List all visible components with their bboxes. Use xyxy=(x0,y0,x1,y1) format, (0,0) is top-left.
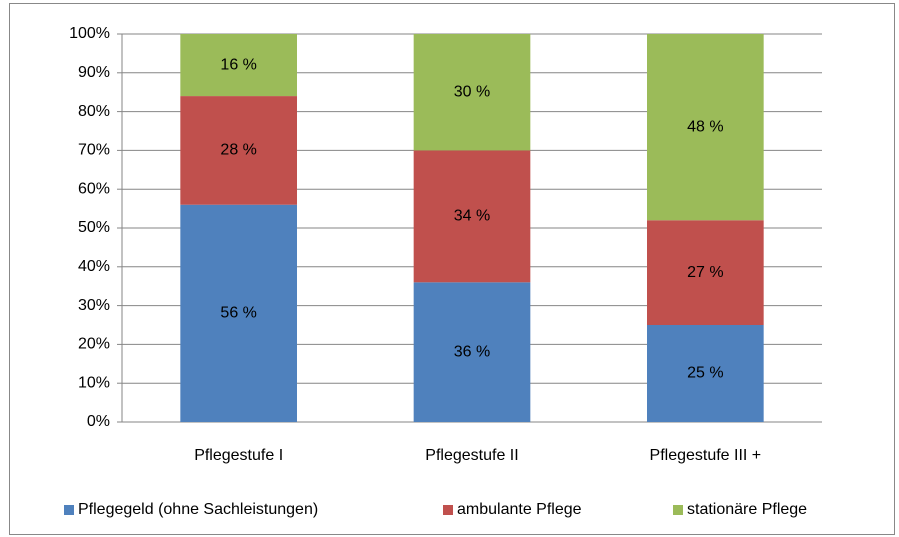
data-label: 30 % xyxy=(454,83,490,100)
bar-segment xyxy=(413,34,531,151)
y-tick-label: 100% xyxy=(69,25,110,42)
bar-segment xyxy=(647,220,764,325)
bar-segment xyxy=(180,204,297,422)
legend-label: ambulante Pflege xyxy=(457,501,582,518)
bar-segment xyxy=(647,325,764,422)
data-label: 27 % xyxy=(687,264,723,281)
bar-segment xyxy=(647,34,764,221)
data-label: 48 % xyxy=(687,118,723,135)
y-tick-label: 20% xyxy=(78,336,110,353)
legend-swatch xyxy=(64,505,74,515)
data-label: 56 % xyxy=(220,305,256,322)
bar-segment xyxy=(413,150,531,283)
data-label: 34 % xyxy=(454,208,490,225)
data-label: 36 % xyxy=(454,343,490,360)
x-tick-label: Pflegestufe II xyxy=(425,447,518,464)
data-label: 25 % xyxy=(687,365,723,382)
y-tick-label: 30% xyxy=(78,297,110,314)
legend-label: Pflegegeld (ohne Sachleistungen) xyxy=(78,501,318,518)
bar-segment xyxy=(180,34,297,97)
legend-swatch xyxy=(443,505,453,515)
bar-segment xyxy=(180,96,297,205)
bar-segment xyxy=(413,282,531,422)
legend-label: stationäre Pflege xyxy=(687,501,807,518)
x-tick-label: Pflegestufe I xyxy=(194,447,283,464)
y-tick-label: 0% xyxy=(87,413,110,430)
y-tick-label: 70% xyxy=(78,142,110,159)
y-tick-label: 80% xyxy=(78,103,110,120)
y-tick-label: 50% xyxy=(78,219,110,236)
y-tick-label: 40% xyxy=(78,258,110,275)
x-tick-label: Pflegestufe III + xyxy=(650,447,762,464)
y-tick-label: 10% xyxy=(78,374,110,391)
y-tick-label: 60% xyxy=(78,180,110,197)
y-tick-label: 90% xyxy=(78,64,110,81)
legend-swatch xyxy=(673,505,683,515)
data-label: 16 % xyxy=(220,56,256,73)
data-label: 28 % xyxy=(220,142,256,159)
